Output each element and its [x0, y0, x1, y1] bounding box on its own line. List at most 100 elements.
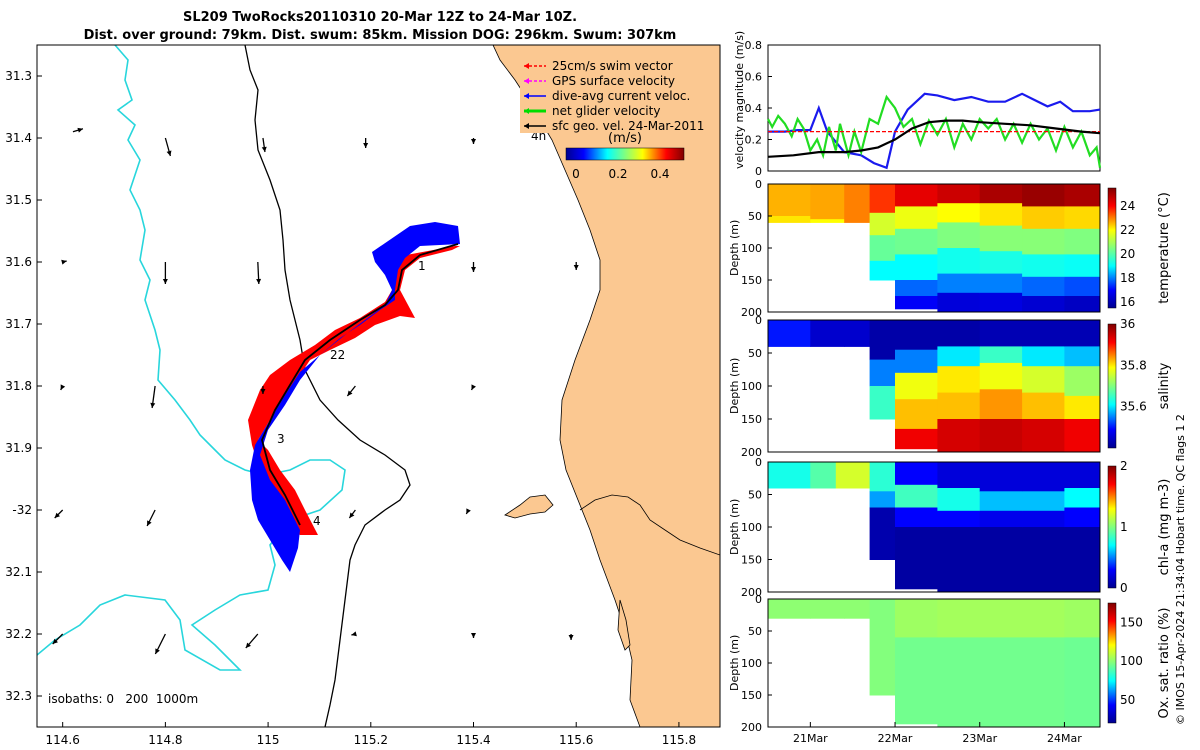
section-colorbar-tick: 35.8 [1120, 358, 1147, 372]
section-cell [869, 507, 896, 560]
map-colorbar-tick-0: 0 [572, 167, 580, 181]
section-cell [937, 599, 981, 638]
section-colorbar-label: salinity [1157, 362, 1172, 409]
section-cell [895, 206, 938, 230]
section-cell [979, 184, 1023, 204]
map-xtick-label-6: 115.8 [662, 733, 696, 747]
section-cell [1022, 228, 1065, 255]
section-cell [1022, 419, 1065, 453]
section-cell [895, 637, 938, 725]
section-cell [1064, 488, 1101, 508]
section-cell [1064, 346, 1101, 367]
map-ytick-label-4: 31.7 [5, 317, 32, 331]
map-colorbar-tick-2: 0.4 [650, 167, 669, 181]
velocity-series-3 [767, 119, 1101, 158]
section-cell [810, 599, 845, 619]
map-ytick-label-5: 31.8 [5, 379, 32, 393]
map-colorbar-gradient [565, 147, 685, 161]
section-cell [979, 292, 1023, 313]
section-ytick-label: 0 [755, 314, 762, 327]
section-ytick-label: 100 [741, 242, 762, 255]
section-ytick-label: 50 [748, 625, 762, 638]
section-colorbar-tick: 20 [1120, 247, 1135, 261]
surface-velocity-arrows [52, 127, 579, 655]
legend-entry-1: GPS surface velocity [524, 74, 675, 88]
section-cell [835, 462, 871, 489]
isobath-200m [244, 45, 411, 727]
isobath-1000m [37, 45, 346, 671]
section-cell [1022, 346, 1065, 367]
section-ytick-label: 150 [741, 413, 762, 426]
section-colorbar-label: Ox. sat. ratio (%) [1157, 608, 1172, 719]
section-cell [1064, 419, 1101, 453]
section-cell [895, 507, 938, 528]
section-cell [1064, 184, 1101, 207]
section-cell [1064, 637, 1101, 728]
velocity-arrow [146, 509, 156, 527]
map-ytick-label-2: 31.5 [5, 193, 32, 207]
section-colorbar [1107, 465, 1117, 589]
section-cell [1064, 395, 1101, 420]
section-cell [937, 462, 981, 489]
section-ytick-label: 50 [748, 489, 762, 502]
garden-island [617, 599, 631, 651]
section-colorbar [1107, 602, 1117, 724]
legend-label-2: dive-avg current veloc. [552, 89, 690, 103]
velocity-arrow [162, 262, 168, 284]
section-cell [1064, 366, 1101, 397]
section-cell [979, 599, 1023, 638]
map-xtick-label-3: 115.2 [354, 733, 388, 747]
section-cell [768, 599, 811, 619]
velocity-arrow [573, 262, 579, 270]
section-panel-0: 0 50 100 150 200 Depth (m) 24 22 20 18 16 temperatu… [728, 178, 1172, 319]
section-cell [937, 510, 981, 528]
section-cell [768, 216, 811, 223]
section-cell [895, 599, 938, 638]
section-cell [1064, 296, 1101, 313]
section-colorbar-tick: 24 [1120, 199, 1135, 213]
section-ylabel: Depth (m) [728, 499, 741, 555]
map-xtick-label-4: 115.4 [456, 733, 490, 747]
velocity-arrow [471, 633, 477, 638]
section-cell [979, 251, 1023, 275]
section-cell [1022, 254, 1065, 278]
section-cell [979, 637, 1023, 728]
section-cell [869, 491, 896, 509]
chart-subtitle: Dist. over ground: 79km. Dist. swum: 85k… [83, 28, 677, 43]
section-colorbar [1107, 187, 1117, 309]
section-colorbar-tick: 36 [1120, 317, 1135, 331]
velocity-arrow [60, 384, 66, 391]
section-cell [869, 320, 896, 361]
section-cell [937, 203, 981, 223]
velocity-arrow [568, 634, 574, 640]
velocity-arrow [363, 138, 369, 148]
section-cell [937, 366, 981, 394]
velocity-ytick-label-1: 0.2 [745, 134, 763, 147]
section-cell [768, 320, 811, 347]
section-ytick-label: 0 [755, 456, 762, 469]
section-cell [844, 599, 871, 619]
section-ytick-label: 200 [741, 586, 762, 599]
velocity-ytick-label-3: 0.6 [745, 71, 763, 84]
velocity-series-0 [768, 92, 1101, 170]
section-cell [979, 419, 1023, 453]
map-colorbar-tick-1: 0.2 [608, 167, 627, 181]
section-cell [869, 359, 896, 387]
velocity-arrow [52, 633, 64, 645]
map-ytick-label-9: 32.2 [5, 627, 32, 641]
section-colorbar-tick: 50 [1120, 693, 1135, 707]
section-ylabel: Depth (m) [728, 635, 741, 691]
section-cell [810, 462, 837, 489]
section-cell [768, 462, 811, 489]
section-cell [937, 222, 981, 249]
section-ytick-label: 150 [741, 689, 762, 702]
map-colorbar: (m/s) 0 0.2 0.4 [565, 131, 685, 181]
time-tick-label-1: 22Mar [878, 732, 913, 745]
map-longitude-axis: 114.6 114.8 115 115.2 115.4 115.6 115.8 [45, 722, 696, 747]
section-cell [1022, 296, 1065, 313]
